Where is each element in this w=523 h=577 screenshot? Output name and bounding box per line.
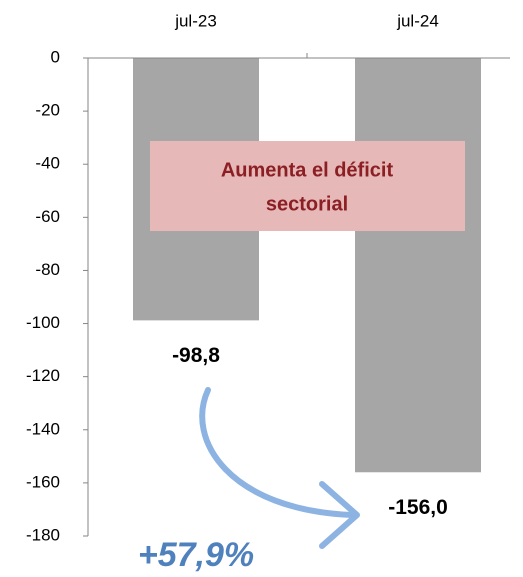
- y-tick-label: -100: [26, 313, 60, 332]
- value-label: -156,0: [388, 496, 448, 519]
- value-label: -98,8: [172, 344, 220, 367]
- change-arrow: [199, 387, 355, 518]
- bar: [355, 58, 481, 473]
- y-tick-label: -60: [35, 207, 60, 226]
- y-tick-label: -120: [26, 366, 60, 385]
- y-tick-label: -160: [26, 472, 60, 491]
- y-tick-label: -20: [35, 101, 60, 120]
- x-tick-label: jul-23: [174, 11, 217, 30]
- y-tick-label: -40: [35, 154, 60, 173]
- y-tick-label: -80: [35, 260, 60, 279]
- x-tick-label: jul-24: [396, 11, 439, 30]
- annotation-text: Aumenta el déficit: [221, 159, 394, 181]
- arrow-head: [319, 481, 360, 549]
- y-tick-label: -180: [26, 525, 60, 544]
- y-tick-label: 0: [51, 47, 60, 66]
- y-tick-label: -140: [26, 419, 60, 438]
- annotation-text: sectorial: [266, 193, 348, 215]
- annotation-box: [150, 141, 465, 231]
- change-label: +57,9%: [138, 536, 254, 574]
